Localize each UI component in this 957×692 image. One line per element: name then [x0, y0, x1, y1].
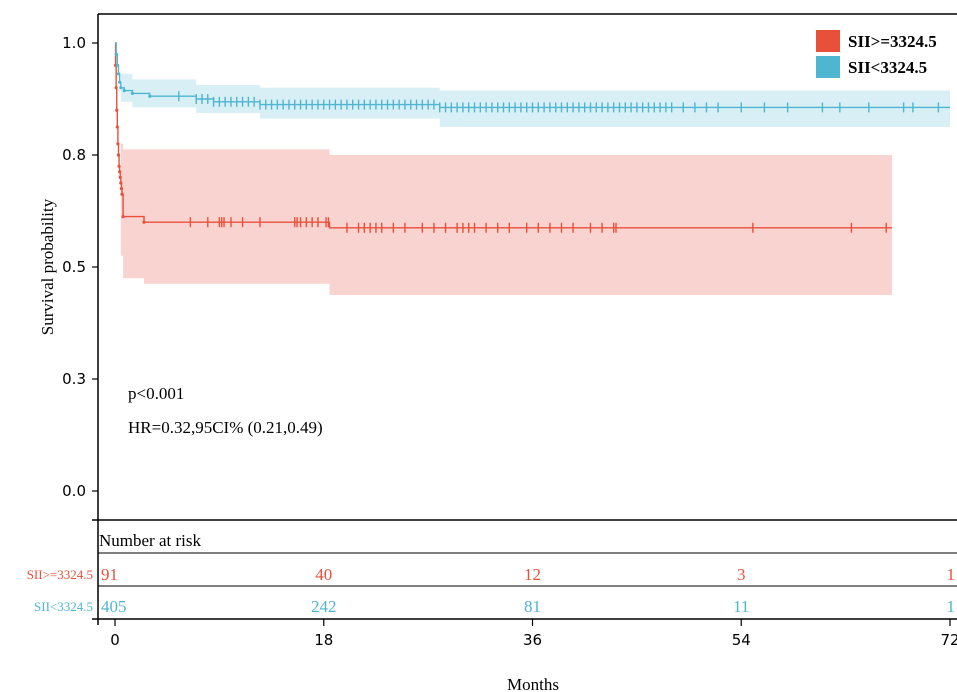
x-tick-label: 36 — [523, 631, 542, 649]
event-point — [122, 89, 126, 93]
event-point — [119, 86, 123, 90]
chart-legend: SII>=3324.5 SII<3324.5 — [816, 30, 937, 78]
risk-count: 3 — [737, 565, 746, 584]
ci-band-1 — [115, 43, 950, 127]
ci-band-0 — [115, 43, 893, 295]
legend-label-1: SII<3324.5 — [848, 58, 927, 77]
x-tick-label: 18 — [314, 631, 333, 649]
y-tick-label: 0.5 — [62, 258, 86, 276]
event-point — [115, 63, 119, 67]
event-point — [120, 192, 124, 196]
event-point — [130, 91, 134, 95]
event-point — [116, 72, 121, 76]
risk-count: 405 — [101, 597, 127, 616]
survival-plot-area: 1.0 0.8 0.5 0.3 0.0 Survival probability p<0.0… — [38, 13, 957, 625]
risk-count: 81 — [524, 597, 541, 616]
survival-line-0 — [114, 42, 893, 229]
event-point — [119, 181, 123, 185]
event-point — [148, 94, 152, 98]
event-point — [119, 187, 123, 191]
event-point — [116, 153, 121, 157]
y-tick-label: 0.8 — [62, 146, 86, 164]
risk-table-title: Number at risk — [99, 531, 201, 550]
risk-row-label-0: SII>=3324.5 — [27, 567, 93, 582]
risk-count: 12 — [524, 565, 541, 584]
event-point — [121, 215, 125, 219]
y-tick-label: 1.0 — [62, 34, 86, 52]
event-point — [115, 108, 119, 112]
event-point — [116, 142, 120, 146]
y-tick-label: 0.0 — [62, 482, 86, 500]
risk-row-label-1: SII<3324.5 — [34, 599, 93, 614]
hr-annotation: HR=0.32,95CI% (0.21,0.49) — [128, 418, 323, 437]
legend-swatch-1 — [816, 56, 840, 78]
risk-count: 242 — [311, 597, 337, 616]
event-point — [114, 52, 118, 56]
legend-label-0: SII>=3324.5 — [848, 32, 937, 51]
y-axis-label: Survival probability — [38, 198, 57, 335]
risk-count: 1 — [947, 565, 956, 584]
event-point — [114, 86, 118, 90]
risk-count: 11 — [733, 597, 749, 616]
x-tick-label: 54 — [732, 631, 751, 649]
event-point — [142, 220, 146, 224]
x-tick-label: 0 — [110, 631, 120, 649]
risk-count: 1 — [947, 597, 956, 616]
x-tick-label: 72 — [940, 631, 957, 649]
risk-count: 91 — [101, 565, 118, 584]
y-tick-label: 0.3 — [62, 370, 86, 388]
event-point — [118, 170, 122, 174]
legend-swatch-0 — [816, 30, 840, 52]
number-at-risk-table: Number at risk SII>=3324.5 91 40 12 3 1 SII<332… — [27, 531, 957, 692]
event-point — [118, 175, 122, 179]
x-axis-label: Months — [507, 675, 559, 692]
event-point — [117, 164, 121, 168]
event-point — [118, 80, 122, 84]
p-value-annotation: p<0.001 — [128, 384, 184, 403]
risk-count: 40 — [315, 565, 332, 584]
event-point — [115, 125, 119, 129]
